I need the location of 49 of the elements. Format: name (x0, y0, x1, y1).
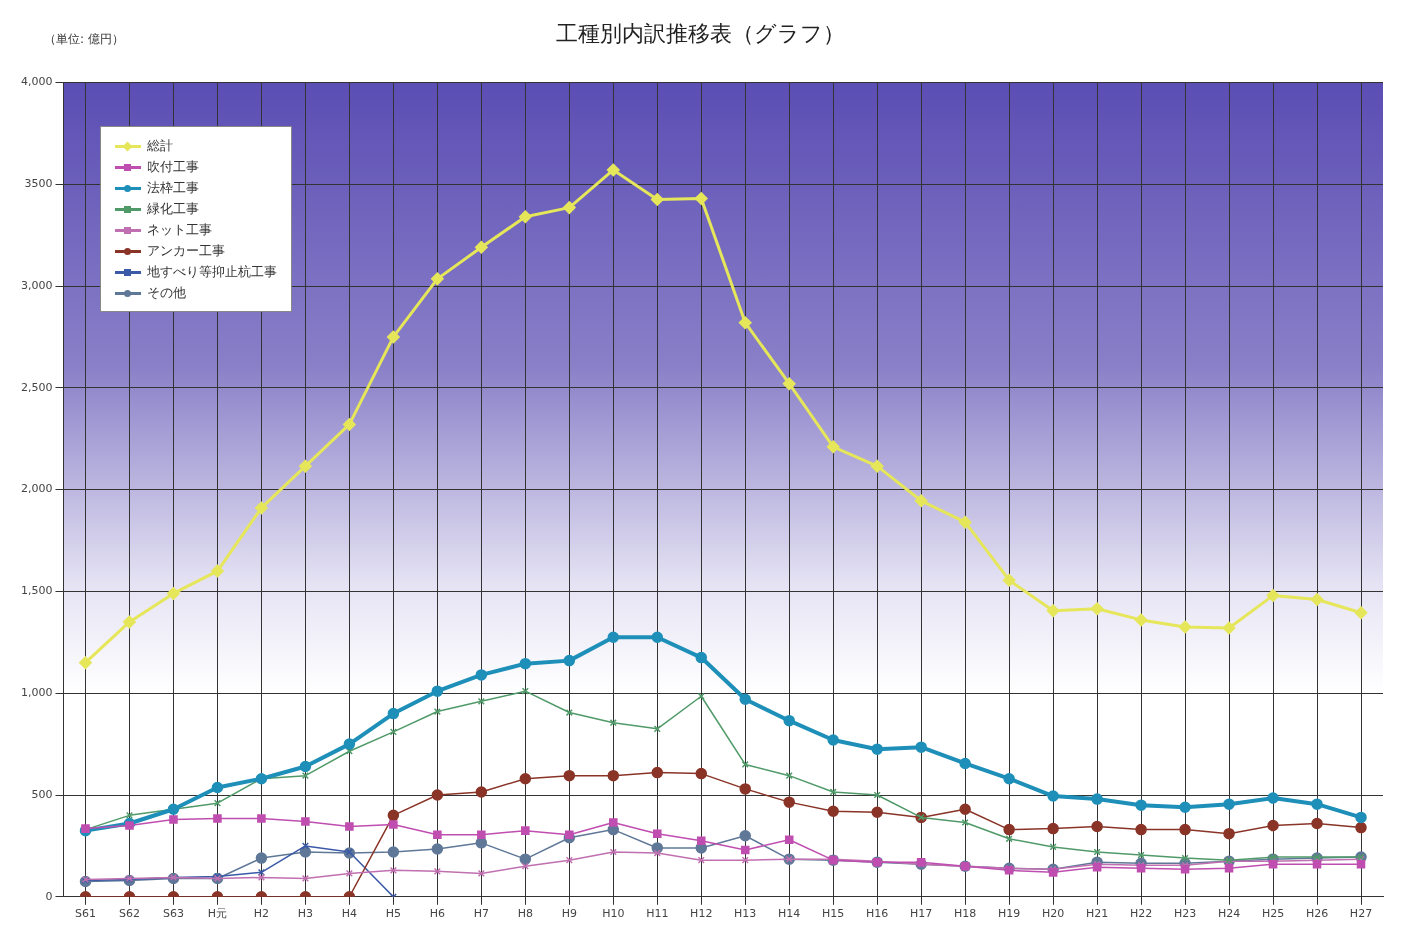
x-tick-label: H17 (910, 907, 933, 921)
x-tick-label: H4 (341, 907, 358, 921)
x-tick-label: H18 (954, 907, 977, 921)
x-tick-label: H5 (385, 907, 402, 921)
legend-label: その他 (147, 285, 186, 300)
x-tick-label: H7 (473, 907, 489, 921)
y-tick-label: 3,000 (20, 278, 53, 292)
y-tick-label: 2,000 (20, 482, 53, 496)
legend-label: ネット工事 (147, 222, 212, 237)
legend-label: アンカー工事 (147, 243, 225, 258)
legend-label: 緑化工事 (147, 201, 199, 216)
y-tick-label: 3500 (24, 177, 53, 191)
x-tick-label: H25 (1261, 907, 1285, 921)
x-tick-label: H8 (517, 907, 533, 921)
x-tick-label: H14 (778, 907, 801, 921)
x-tick-label: H2 (253, 907, 270, 921)
x-tick-label: H元 (207, 907, 228, 921)
x-tick-label: H24 (1217, 907, 1241, 921)
y-tick-label: 2,500 (20, 380, 53, 394)
x-tick-label: H3 (297, 907, 314, 921)
text: （単位: 億円） (44, 32, 124, 47)
x-tick-label: H10 (602, 907, 625, 921)
x-tick-label: S62 (118, 907, 140, 921)
x-tick-label: H11 (646, 907, 669, 921)
x-tick-label: H9 (561, 907, 577, 921)
x-tick-label: H12 (690, 907, 713, 921)
legend-label: 地すべり等抑止杭工事 (147, 264, 277, 279)
x-tick-label: H22 (1129, 907, 1153, 921)
x-tick-label: H15 (822, 907, 845, 921)
legend-label: 総計 (147, 138, 173, 153)
x-tick-label: S63 (162, 907, 184, 921)
x-tick-label: H13 (734, 907, 757, 921)
x-tick-label: H23 (1173, 907, 1197, 921)
x-tick-label: H27 (1349, 907, 1373, 921)
y-tick-label: 1,000 (20, 686, 53, 700)
y-tick-label: 500 (31, 787, 53, 801)
x-tick-label: H6 (429, 907, 445, 921)
x-tick-label: S61 (74, 907, 96, 921)
x-tick-label: H20 (1041, 907, 1065, 921)
chart-title: 工種別内訳推移表（グラフ） (556, 20, 845, 46)
x-tick-label: H19 (998, 907, 1021, 921)
legend-label: 法枠工事 (147, 180, 199, 195)
x-tick-label: H21 (1085, 907, 1109, 921)
x-tick-label: H16 (866, 907, 889, 921)
x-tick-label: H26 (1305, 907, 1329, 921)
legend-label: 吹付工事 (147, 159, 199, 174)
y-tick-label: 1,500 (20, 584, 53, 598)
y-tick-label: 0 (45, 889, 53, 903)
y-tick-label: 4,000 (20, 75, 53, 89)
